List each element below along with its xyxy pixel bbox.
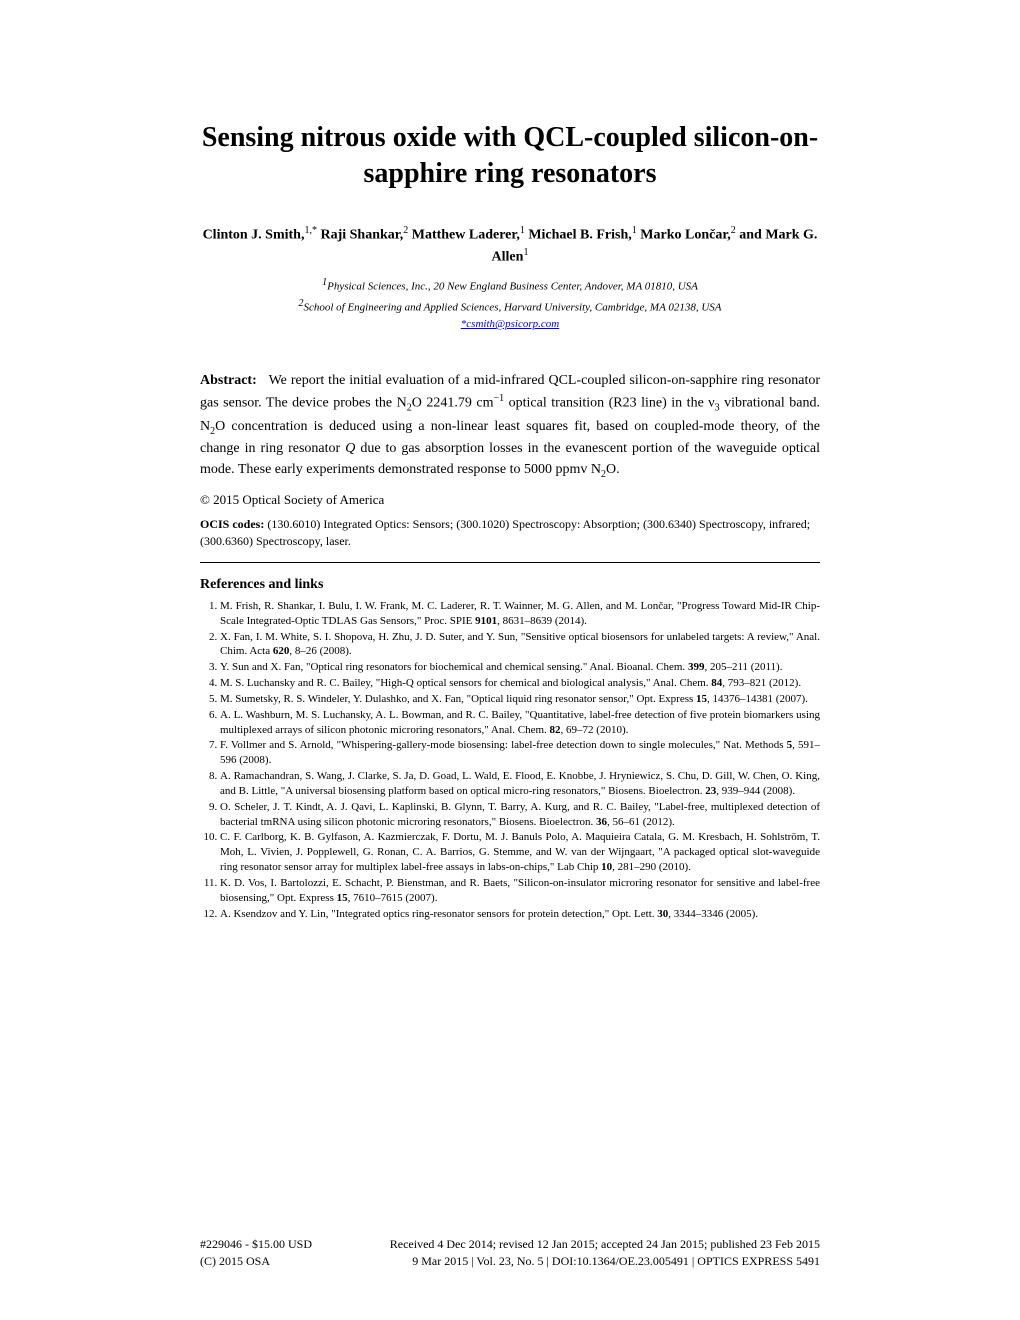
ocis-codes: OCIS codes: (130.6010) Integrated Optics… bbox=[200, 516, 820, 550]
reference-item: F. Vollmer and S. Arnold, "Whispering-ga… bbox=[220, 738, 820, 768]
footer-left-1: #229046 - $15.00 USD bbox=[200, 1236, 312, 1253]
abstract-block: Abstract: We report the initial evaluati… bbox=[200, 370, 820, 482]
reference-item: O. Scheler, J. T. Kindt, A. J. Qavi, L. … bbox=[220, 800, 820, 830]
reference-item: A. L. Washburn, M. S. Luchansky, A. L. B… bbox=[220, 708, 820, 738]
footer-left-2: (C) 2015 OSA bbox=[200, 1253, 270, 1270]
reference-item: M. Sumetsky, R. S. Windeler, Y. Dulashko… bbox=[220, 692, 820, 707]
references-list: M. Frish, R. Shankar, I. Bulu, I. W. Fra… bbox=[200, 599, 820, 922]
reference-item: C. F. Carlborg, K. B. Gylfason, A. Kazmi… bbox=[220, 830, 820, 875]
corresponding-email: *csmith@psicorp.com bbox=[200, 318, 820, 330]
page-footer: #229046 - $15.00 USD Received 4 Dec 2014… bbox=[200, 1236, 820, 1270]
footer-right-2: 9 Mar 2015 | Vol. 23, No. 5 | DOI:10.136… bbox=[412, 1253, 820, 1270]
affiliation-1: 1Physical Sciences, Inc., 20 New England… bbox=[200, 276, 820, 295]
reference-item: Y. Sun and X. Fan, "Optical ring resonat… bbox=[220, 660, 820, 675]
affiliation-2: 2School of Engineering and Applied Scien… bbox=[200, 297, 820, 316]
reference-item: K. D. Vos, I. Bartolozzi, E. Schacht, P.… bbox=[220, 876, 820, 906]
reference-item: X. Fan, I. M. White, S. I. Shopova, H. Z… bbox=[220, 630, 820, 660]
reference-item: A. Ramachandran, S. Wang, J. Clarke, S. … bbox=[220, 769, 820, 799]
reference-item: A. Ksendzov and Y. Lin, "Integrated opti… bbox=[220, 907, 820, 922]
paper-title: Sensing nitrous oxide with QCL-coupled s… bbox=[200, 120, 820, 193]
reference-item: M. Frish, R. Shankar, I. Bulu, I. W. Fra… bbox=[220, 599, 820, 629]
authors-line: Clinton J. Smith,1,* Raji Shankar,2 Matt… bbox=[200, 223, 820, 268]
email-link[interactable]: *csmith@psicorp.com bbox=[461, 318, 559, 330]
reference-item: M. S. Luchansky and R. C. Bailey, "High-… bbox=[220, 676, 820, 691]
copyright-line: © 2015 Optical Society of America bbox=[200, 492, 820, 508]
divider bbox=[200, 562, 820, 563]
footer-right-1: Received 4 Dec 2014; revised 12 Jan 2015… bbox=[390, 1236, 820, 1253]
references-header: References and links bbox=[200, 577, 820, 593]
